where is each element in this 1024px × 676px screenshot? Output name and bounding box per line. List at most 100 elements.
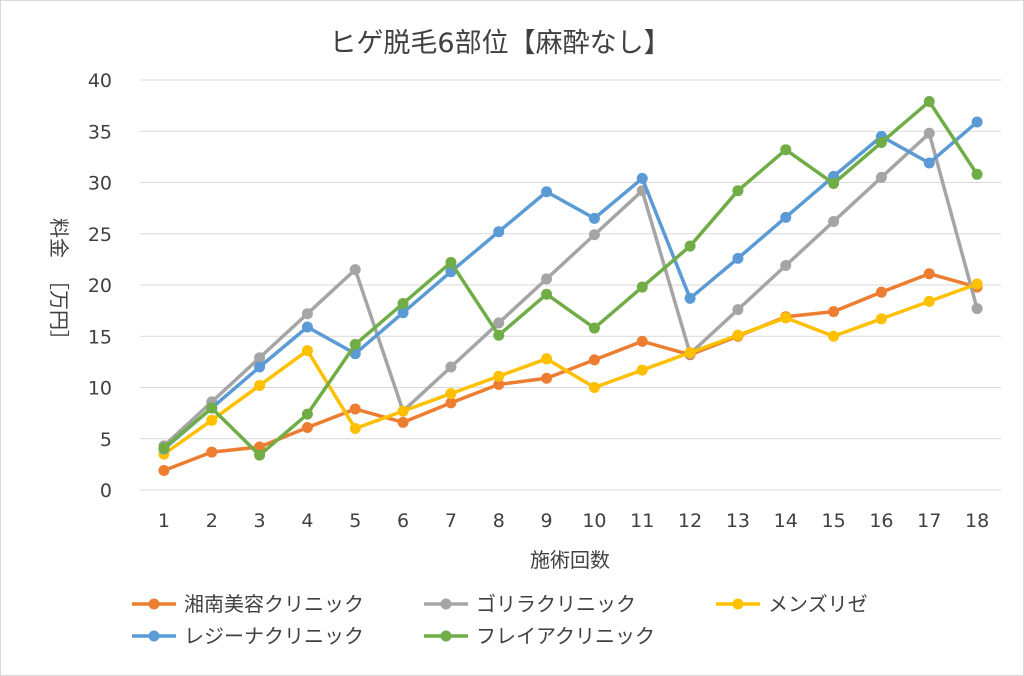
data-point <box>254 352 266 364</box>
x-tick-label: 10 <box>582 510 606 532</box>
data-point <box>636 281 648 293</box>
x-axis-ticks: 1 2 3 4 5 6 7 8 9 10 11 12 13 14 15 16 17 18 <box>158 510 989 532</box>
data-point <box>493 378 505 390</box>
data-point <box>684 292 696 304</box>
legend-marker <box>440 598 452 610</box>
data-point <box>971 278 983 290</box>
data-point <box>971 116 983 128</box>
data-point <box>158 442 170 454</box>
x-tick-label: 8 <box>493 510 505 532</box>
data-point <box>445 388 457 400</box>
data-point <box>254 379 266 391</box>
y-tick-label: 15 <box>88 326 112 348</box>
data-point <box>445 397 457 409</box>
data-point <box>732 185 744 197</box>
y-axis-ticks: 0 5 10 15 20 25 30 35 40 <box>88 70 112 502</box>
series-line <box>162 271 979 473</box>
x-tick-label: 4 <box>301 510 313 532</box>
data-point <box>493 317 505 329</box>
data-point <box>445 361 457 373</box>
data-point <box>588 382 600 393</box>
series-line <box>162 120 979 451</box>
data-point <box>254 441 266 453</box>
data-point <box>397 307 409 319</box>
x-tick-label: 3 <box>254 510 266 532</box>
data-point <box>780 260 792 272</box>
legend-marker <box>148 598 160 610</box>
data-point <box>971 303 983 315</box>
data-point <box>923 268 935 280</box>
data-point <box>684 347 696 359</box>
x-tick-label: 9 <box>541 510 553 532</box>
y-tick-label: 30 <box>88 173 112 195</box>
legend-marker <box>148 630 160 642</box>
data-point <box>397 416 409 428</box>
data-point <box>493 370 505 382</box>
data-point <box>780 312 792 324</box>
data-point <box>254 449 266 461</box>
chart-title: ヒゲ脱毛6部位【麻酔なし】 <box>329 28 670 59</box>
data-point <box>493 329 505 341</box>
y-axis-label-line-1: 料金 <box>47 218 71 258</box>
data-point <box>875 137 887 149</box>
data-point <box>541 372 553 384</box>
data-point <box>923 295 935 307</box>
data-point <box>636 364 648 376</box>
data-point <box>588 354 600 366</box>
data-point <box>254 361 266 373</box>
x-tick-label: 13 <box>726 510 750 532</box>
data-point <box>301 408 313 420</box>
x-tick-label: 2 <box>206 510 218 532</box>
series-line <box>162 131 979 448</box>
series-lines <box>158 96 983 477</box>
data-point <box>923 96 935 108</box>
data-point <box>828 215 840 227</box>
data-point <box>636 335 648 347</box>
data-point <box>349 403 361 415</box>
legend-marker <box>440 630 452 642</box>
x-axis-label: 施術回数 <box>530 548 610 572</box>
data-point <box>732 329 744 341</box>
x-tick-label: 18 <box>965 510 989 532</box>
y-axis-label-line-2: ［万円］ <box>47 270 71 350</box>
x-tick-label: 11 <box>630 510 654 532</box>
x-tick-label: 1 <box>158 510 170 532</box>
x-tick-label: 5 <box>349 510 361 532</box>
data-point <box>349 423 361 434</box>
data-point <box>349 338 361 350</box>
legend-item: ゴリラクリニック <box>424 592 636 616</box>
series-line <box>162 99 979 457</box>
data-point <box>541 186 553 198</box>
data-point <box>636 172 648 184</box>
data-point <box>780 211 792 223</box>
legend-item: 湘南美容クリニック <box>132 592 364 616</box>
legend-label: レジーナクリニック <box>184 624 364 648</box>
data-point <box>158 465 170 477</box>
data-point <box>493 226 505 238</box>
data-point <box>828 306 840 318</box>
data-point <box>875 171 887 183</box>
data-point <box>875 286 887 298</box>
data-point <box>684 240 696 252</box>
x-tick-label: 14 <box>774 510 798 532</box>
y-tick-label: 10 <box>88 378 112 400</box>
x-tick-label: 16 <box>869 510 893 532</box>
data-point <box>923 127 935 139</box>
data-point <box>301 308 313 320</box>
legend-label: 湘南美容クリニック <box>184 592 364 616</box>
data-point <box>206 446 218 458</box>
data-point <box>349 264 361 276</box>
legend-label: ゴリラクリニック <box>476 592 636 616</box>
data-point <box>397 297 409 309</box>
data-point <box>588 322 600 334</box>
y-tick-label: 40 <box>88 70 112 92</box>
data-point <box>301 421 313 433</box>
data-point <box>588 212 600 224</box>
x-tick-label: 7 <box>445 510 457 532</box>
y-tick-label: 25 <box>88 224 112 246</box>
x-tick-label: 12 <box>678 510 702 532</box>
y-tick-label: 0 <box>100 480 112 502</box>
x-tick-label: 6 <box>397 510 409 532</box>
data-point <box>828 330 840 342</box>
